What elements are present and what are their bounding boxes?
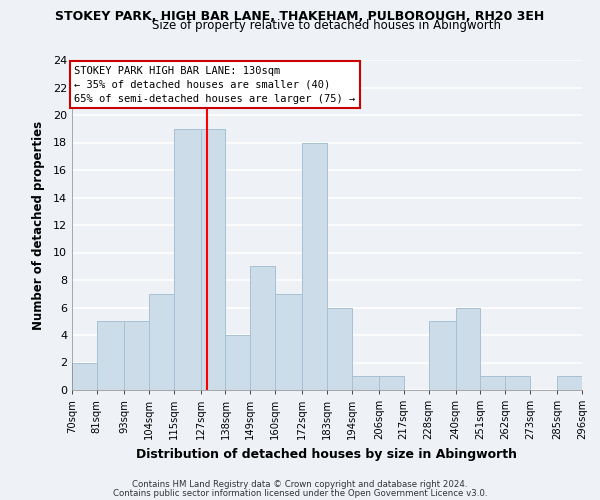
Bar	[250, 266, 275, 390]
Text: STOKEY PARK, HIGH BAR LANE, THAKEHAM, PULBOROUGH, RH20 3EH: STOKEY PARK, HIGH BAR LANE, THAKEHAM, PU…	[55, 10, 545, 23]
Bar	[200, 128, 226, 390]
Title: Size of property relative to detached houses in Abingworth: Size of property relative to detached ho…	[152, 20, 502, 32]
Bar	[72, 362, 97, 390]
Bar	[327, 308, 352, 390]
Bar	[505, 376, 530, 390]
Bar	[226, 335, 250, 390]
Text: Contains HM Land Registry data © Crown copyright and database right 2024.: Contains HM Land Registry data © Crown c…	[132, 480, 468, 489]
Y-axis label: Number of detached properties: Number of detached properties	[32, 120, 44, 330]
Bar	[149, 294, 173, 390]
Bar	[481, 376, 505, 390]
Bar	[97, 322, 124, 390]
Bar	[352, 376, 379, 390]
Bar	[428, 322, 455, 390]
Text: STOKEY PARK HIGH BAR LANE: 130sqm
← 35% of detached houses are smaller (40)
65% : STOKEY PARK HIGH BAR LANE: 130sqm ← 35% …	[74, 66, 356, 104]
X-axis label: Distribution of detached houses by size in Abingworth: Distribution of detached houses by size …	[137, 448, 517, 460]
Bar	[455, 308, 481, 390]
Text: Contains public sector information licensed under the Open Government Licence v3: Contains public sector information licen…	[113, 489, 487, 498]
Bar	[124, 322, 149, 390]
Bar	[275, 294, 302, 390]
Bar	[173, 128, 200, 390]
Bar	[379, 376, 404, 390]
Bar	[557, 376, 582, 390]
Bar	[302, 142, 327, 390]
